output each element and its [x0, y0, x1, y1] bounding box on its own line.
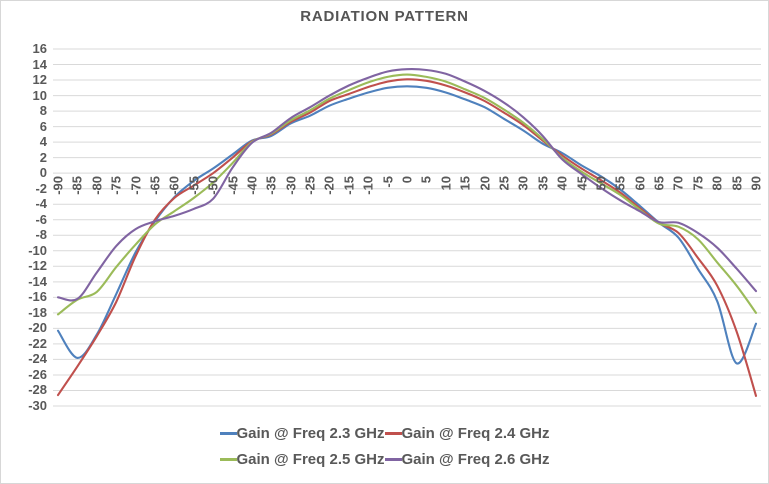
series-line-gain-freq-2.6-ghz	[56, 68, 758, 302]
y-axis-tick-label: 2	[39, 149, 47, 165]
y-axis-tick-label: 14	[32, 56, 47, 72]
y-axis-tick-label: 16	[32, 41, 47, 56]
x-axis-tick-label: 85	[729, 176, 745, 191]
x-axis-tick-label: 55	[612, 176, 628, 191]
x-axis-tick-label: -35	[263, 176, 279, 195]
x-axis-tick-label: 5	[418, 176, 434, 184]
legend: Gain @ Freq 2.3 GHz Gain @ Freq 2.4 GHz …	[1, 420, 768, 472]
x-axis-tick-label: -30	[283, 176, 299, 195]
legend-line-marker-2-6ghz	[384, 457, 402, 461]
series-line-gain-freq-2.5-ghz	[56, 73, 758, 316]
y-axis-tick-label: -12	[28, 258, 47, 274]
y-axis-tick-label: 6	[39, 118, 47, 134]
x-axis-tick-label: 50	[593, 176, 609, 191]
legend-label-2-4ghz: Gain @ Freq 2.4 GHz	[401, 424, 550, 442]
legend-label-2-3ghz: Gain @ Freq 2.3 GHz	[236, 424, 385, 442]
x-axis-tick-label: -80	[89, 176, 105, 195]
x-axis-tick-label: 35	[535, 176, 551, 191]
y-axis-tick-label: -26	[28, 366, 47, 382]
y-axis-tick-label: -16	[28, 289, 47, 305]
x-axis-tick-label: -10	[360, 176, 376, 195]
y-axis-tick-label: 0	[39, 165, 47, 181]
x-axis-tick-label: 90	[748, 176, 764, 191]
x-axis-tick-label: 30	[515, 176, 531, 191]
x-axis-tick-label: -60	[166, 176, 182, 195]
legend-line-marker-2-3ghz	[219, 431, 237, 435]
x-axis-tick-label: 25	[496, 176, 512, 191]
y-axis-tick-label: -4	[35, 196, 47, 212]
x-axis-tick-label: 75	[690, 176, 706, 191]
y-axis-tick-label: 4	[39, 134, 47, 150]
x-axis-tick-label: -15	[341, 176, 357, 195]
y-axis-tick-label: -2	[35, 180, 47, 196]
legend-item-gain-2-4ghz: Gain @ Freq 2.4 GHz	[384, 424, 550, 442]
y-axis-tick-label: -8	[35, 227, 47, 243]
legend-line-marker-2-5ghz	[219, 457, 237, 461]
x-axis-tick-label: -25	[302, 176, 318, 195]
x-axis-tick-label: 20	[477, 176, 493, 191]
y-axis-tick-label: -18	[28, 304, 47, 320]
x-axis-tick-label: 10	[438, 176, 454, 191]
y-axis-tick-label: -30	[28, 398, 47, 413]
x-axis-tick-label: 45	[574, 176, 589, 191]
x-axis-tick-label: -50	[205, 176, 221, 195]
x-axis-tick-label: -45	[225, 176, 240, 195]
x-axis-tick-label: -55	[186, 176, 202, 195]
y-axis-tick-label: -10	[28, 242, 47, 258]
x-axis-tick-label: -5	[380, 176, 396, 188]
x-axis-tick-label: -20	[321, 176, 337, 195]
x-axis-tick-label: 65	[651, 176, 667, 191]
y-axis-tick-label: 12	[32, 72, 47, 88]
x-axis-tick-label: 60	[632, 176, 648, 191]
legend-label-2-6ghz: Gain @ Freq 2.6 GHz	[401, 450, 550, 468]
y-axis-tick-label: -20	[28, 320, 47, 336]
x-axis-tick-label: -40	[244, 176, 260, 195]
series-line-gain-freq-2.4-ghz	[56, 78, 758, 397]
legend-item-gain-2-6ghz: Gain @ Freq 2.6 GHz	[384, 450, 550, 468]
x-axis-tick-label: 70	[670, 176, 686, 191]
y-axis-tick-label: -24	[28, 351, 47, 367]
legend-row-1: Gain @ Freq 2.3 GHz Gain @ Freq 2.4 GHz	[1, 420, 768, 446]
legend-line-marker-2-4ghz	[384, 431, 402, 435]
x-axis-tick-label: -90	[50, 176, 66, 195]
legend-item-gain-2-3ghz: Gain @ Freq 2.3 GHz	[219, 424, 385, 442]
chart-title: RADIATION PATTERN	[300, 8, 469, 25]
x-axis-tick-label: -75	[108, 176, 124, 195]
x-axis-tick-label: 15	[457, 176, 473, 191]
y-axis-tick-label: -22	[28, 335, 47, 351]
legend-row-2: Gain @ Freq 2.5 GHz Gain @ Freq 2.6 GHz	[1, 446, 768, 472]
legend-label-2-5ghz: Gain @ Freq 2.5 GHz	[236, 450, 385, 468]
x-axis-tick-label: 40	[554, 176, 570, 191]
x-axis-tick-label: 80	[709, 176, 725, 191]
y-axis-tick-label: -28	[28, 382, 47, 398]
x-axis-tick-label: 0	[399, 176, 415, 184]
x-axis-tick-label: -85	[69, 176, 85, 195]
y-axis-tick-label: -14	[28, 273, 47, 289]
y-axis-tick-label: 8	[39, 103, 47, 119]
legend-item-gain-2-5ghz: Gain @ Freq 2.5 GHz	[219, 450, 385, 468]
x-axis-tick-label: -70	[128, 176, 144, 195]
y-axis-tick-label: 10	[32, 87, 47, 103]
y-axis-tick-label: -6	[35, 211, 47, 227]
x-axis-tick-label: -65	[147, 176, 163, 195]
